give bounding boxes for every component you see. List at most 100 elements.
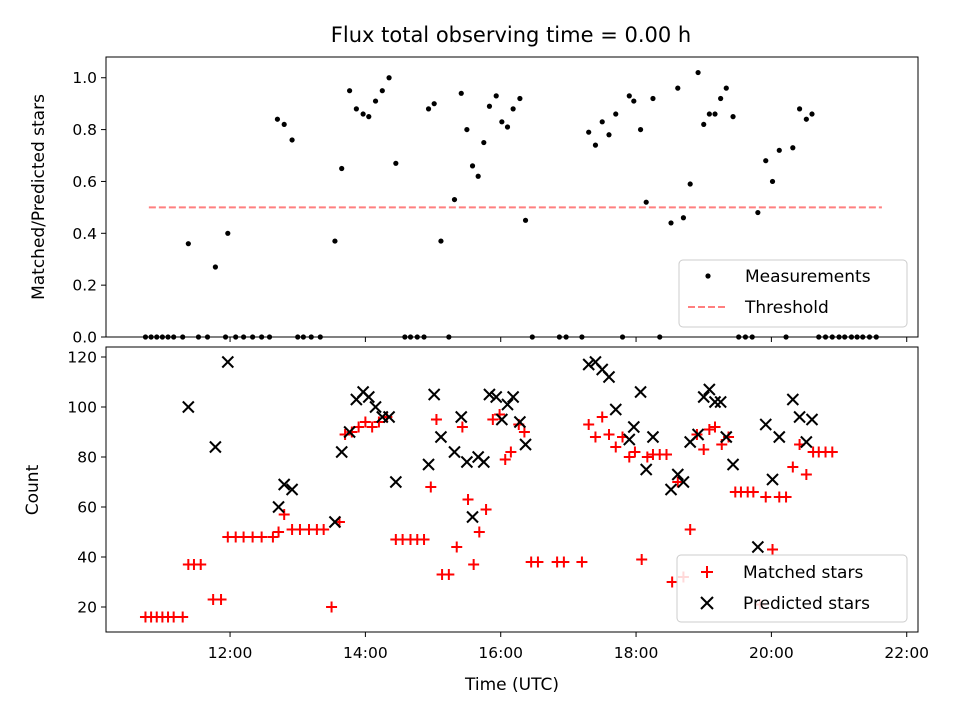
matched-star-point (487, 414, 499, 425)
measurement-point (796, 106, 803, 112)
predicted-star-point (805, 413, 819, 426)
predicted-star-point (751, 540, 765, 554)
measurement-point (790, 145, 796, 151)
matched-star-point (326, 601, 338, 613)
count-y-tick-label: 20 (77, 599, 97, 617)
measurement-point (372, 98, 379, 104)
matched-star-point (505, 446, 517, 458)
ratio-y-tick-label: 0.4 (72, 225, 97, 243)
matched-star-point (558, 556, 570, 568)
measurement-point (493, 93, 499, 99)
measurement-point (446, 334, 452, 340)
predicted-star-point (634, 385, 647, 399)
measurement-point (510, 106, 516, 112)
count-x-tick-label: 16:00 (478, 644, 523, 662)
matched-star-point (672, 476, 684, 488)
predicted-star-point (714, 395, 727, 409)
measurement-point (464, 126, 470, 133)
matched-star-point (767, 544, 779, 555)
count-y-tick-label: 40 (77, 549, 97, 567)
measurement-point (274, 116, 281, 122)
predicted-star-point (697, 390, 710, 404)
matched-star-point (589, 431, 601, 443)
matched-star-point (709, 421, 721, 433)
matched-star-point (443, 569, 455, 580)
measurement-point (650, 95, 656, 102)
predicted-star-point (335, 445, 348, 459)
predicted-star-point (460, 455, 474, 469)
measurement-point (529, 334, 535, 340)
matched-star-point (629, 446, 641, 458)
matched-star-point (267, 531, 279, 543)
measurement-point (499, 119, 505, 125)
measurement-point (180, 334, 186, 340)
matched-star-point (684, 524, 696, 535)
measurement-point (803, 116, 809, 122)
measurement-point (360, 111, 366, 117)
predicted-star-point (677, 475, 690, 489)
measurement-point (695, 69, 701, 76)
predicted-star-point (328, 515, 342, 529)
measurement-point (431, 101, 437, 107)
measurement-point (854, 334, 860, 340)
predicted-star-point (786, 393, 800, 406)
measurement-point (586, 129, 592, 135)
predicted-star-point (369, 400, 382, 414)
predicted-star-point (759, 418, 772, 431)
matched-star-point (826, 446, 838, 458)
matched-star-point (499, 454, 511, 465)
measurement-point (822, 334, 829, 340)
ratio-y-tick-label: 0.8 (72, 121, 97, 139)
predicted-star-point (422, 458, 435, 471)
predicted-star-point (720, 430, 733, 444)
measurement-point (504, 124, 511, 130)
predicted-star-point (490, 390, 503, 404)
measurement-point (860, 334, 866, 340)
predicted-star-point (343, 425, 356, 439)
predicted-star-point (272, 500, 285, 514)
legend-matched-marker (701, 566, 713, 578)
predicted-star-point (766, 473, 779, 486)
measurement-point (481, 139, 487, 146)
predicted-star-points (182, 355, 819, 554)
count-y-tick-label: 120 (67, 349, 97, 367)
measurement-point (148, 334, 154, 340)
count-x-tick-label: 12:00 (208, 644, 253, 662)
matched-star-point (195, 559, 207, 570)
measurement-point (438, 238, 444, 244)
measurement-point (421, 334, 427, 340)
ratio-legend: Measurements Threshold (678, 259, 908, 328)
measurement-point (295, 334, 301, 340)
predicted-star-point (671, 468, 684, 481)
predicted-star-point (466, 510, 479, 524)
measurement-points (142, 69, 879, 340)
measurement-point (643, 199, 649, 205)
matched-star-point (703, 424, 715, 435)
legend-matched-label: Matched stars (743, 563, 863, 583)
count-y-axis-label: Count (23, 464, 43, 515)
predicted-star-point (285, 483, 299, 496)
measurement-point (675, 85, 681, 91)
predicted-star-point (639, 463, 653, 476)
predicted-star-point (664, 483, 678, 496)
matched-star-point (373, 416, 385, 428)
measurement-point (718, 95, 724, 102)
matched-star-point (451, 541, 463, 553)
measurement-point (393, 160, 399, 166)
measurement-point (816, 334, 822, 340)
matched-star-point (787, 461, 799, 473)
matched-star-point (418, 534, 430, 545)
measurement-point (469, 163, 476, 169)
measurement-point (475, 173, 481, 179)
matched-star-point (596, 411, 608, 423)
matched-star-point (661, 449, 673, 460)
ratio-panel: 0.0 0.2 0.4 0.6 0.8 1.0 Matched/Predicted sta… (29, 56, 919, 347)
predicted-star-point (277, 478, 291, 491)
predicted-star-point (602, 370, 616, 384)
count-y-tick-label: 100 (67, 399, 97, 417)
measurement-point (266, 334, 273, 340)
predicted-star-point (773, 430, 786, 444)
measurement-point (317, 334, 323, 340)
ratio-y-axis-label: Matched/Predicted stars (29, 94, 49, 300)
